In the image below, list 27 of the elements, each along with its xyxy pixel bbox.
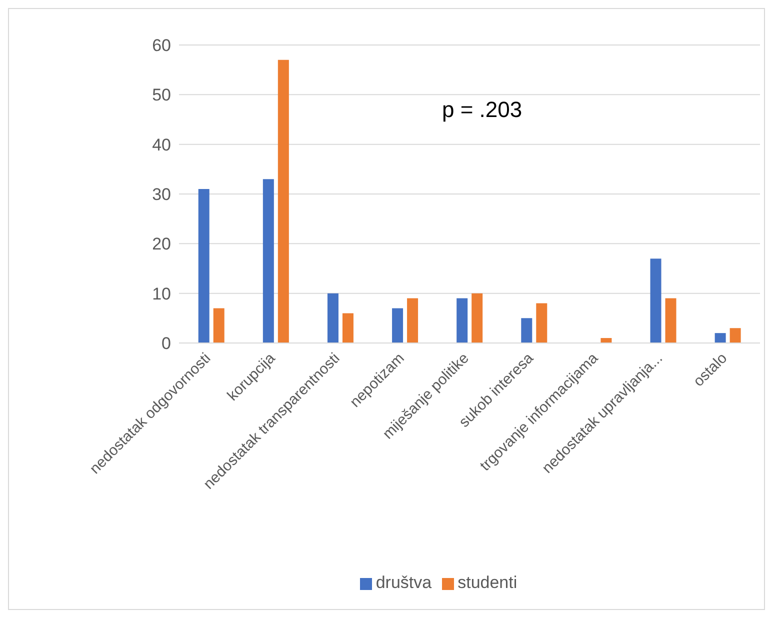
y-tick-label: 40 [152,135,171,154]
legend-label: studenti [458,573,518,592]
bar [521,318,532,343]
legend-label: društva [376,573,432,592]
bar [472,293,483,343]
bar [392,308,404,343]
bar [730,328,741,343]
bar [278,60,289,343]
bar [650,258,662,343]
bar [262,179,274,343]
bar [600,338,612,343]
bar [407,298,418,343]
bar [342,313,354,343]
y-tick-label: 0 [162,334,171,354]
y-tick-label: 10 [152,284,171,304]
annotation: p = .203 [442,97,522,123]
y-tick-label: 50 [152,86,171,105]
y-tick-label: 60 [152,36,171,56]
bar [665,298,676,343]
bar [213,308,224,343]
bar [327,293,338,343]
y-tick-label: 30 [152,185,171,204]
bar [714,333,726,343]
bar [198,189,210,343]
y-tick-label: 20 [152,234,171,254]
bar [536,303,548,343]
bar [456,298,468,343]
